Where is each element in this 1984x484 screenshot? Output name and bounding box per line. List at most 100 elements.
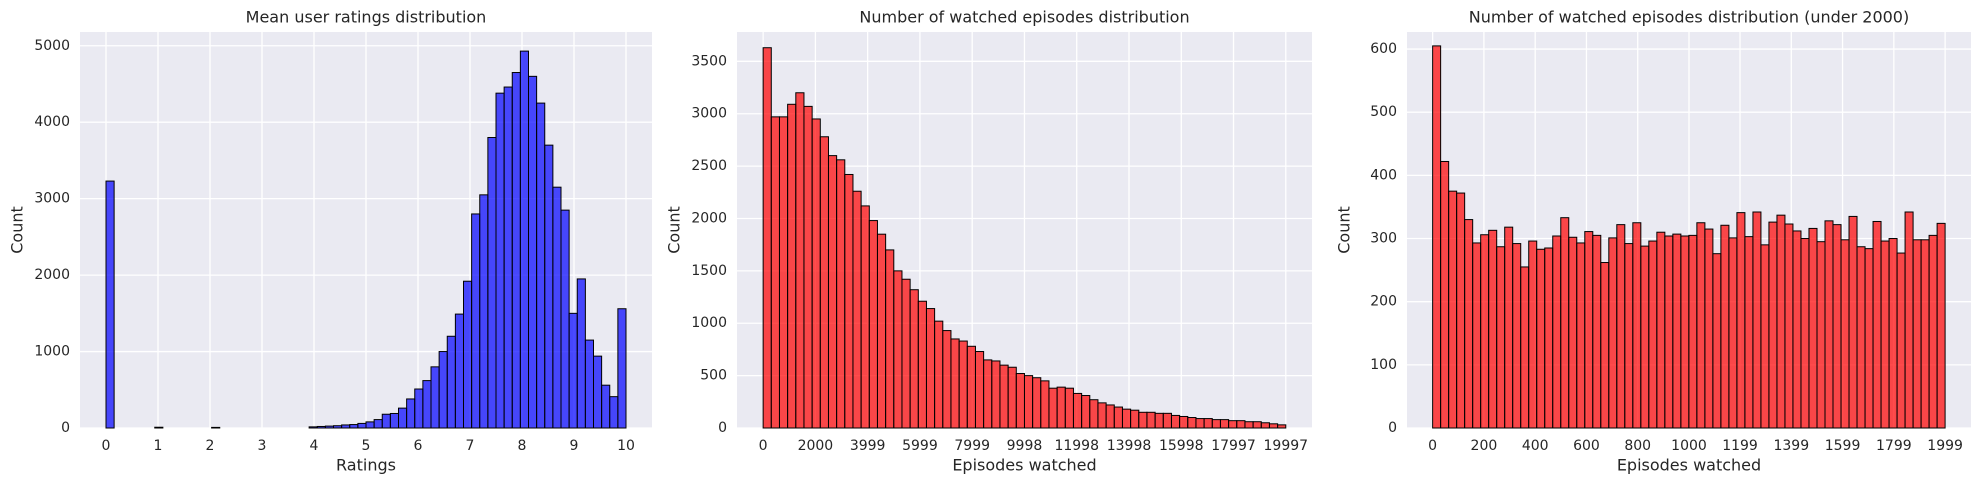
x-tick-label: 9 bbox=[570, 438, 579, 454]
bar bbox=[1480, 234, 1490, 429]
bar bbox=[966, 345, 976, 429]
x-tick-label: 2 bbox=[206, 438, 215, 454]
bar bbox=[1179, 415, 1189, 429]
bar bbox=[1244, 421, 1254, 429]
bar bbox=[1912, 239, 1922, 429]
y-axis-label: Count bbox=[1335, 206, 1354, 254]
bar bbox=[357, 422, 367, 429]
x-tick-label: 1799 bbox=[1876, 438, 1912, 454]
bar bbox=[1872, 220, 1882, 429]
bar bbox=[1195, 418, 1205, 429]
bar bbox=[885, 249, 895, 429]
x-tick-label: 200 bbox=[1471, 438, 1498, 454]
x-tick-label: 4 bbox=[310, 438, 319, 454]
bar bbox=[1896, 252, 1906, 429]
y-tick-label: 400 bbox=[1370, 167, 1397, 183]
bar bbox=[1512, 243, 1522, 429]
x-tick-label: 11998 bbox=[1054, 438, 1099, 454]
bar bbox=[1840, 239, 1850, 429]
bar bbox=[1089, 399, 1099, 429]
x-tick-label: 8 bbox=[518, 438, 527, 454]
bar bbox=[552, 186, 562, 429]
bar bbox=[762, 47, 772, 429]
x-tick-label: 0 bbox=[759, 438, 768, 454]
bar bbox=[454, 313, 464, 429]
bar bbox=[1592, 234, 1602, 429]
bar bbox=[154, 426, 164, 429]
bar bbox=[1154, 412, 1164, 429]
bar bbox=[1228, 420, 1238, 429]
bar bbox=[811, 118, 821, 429]
bar bbox=[795, 92, 805, 429]
panel: 0 100 200 300 400 500 600 0 200 400 600 800 1000 1199… bbox=[1335, 8, 1971, 475]
bar bbox=[852, 190, 862, 429]
bar bbox=[1696, 222, 1706, 429]
bar bbox=[1728, 237, 1738, 429]
bar bbox=[1776, 214, 1786, 429]
x-axis-label: Ratings bbox=[336, 456, 396, 475]
bar bbox=[446, 335, 456, 429]
bar bbox=[1544, 247, 1554, 429]
bar bbox=[430, 366, 440, 429]
chart-title: Number of watched episodes distribution … bbox=[1469, 8, 1909, 27]
bar bbox=[1252, 421, 1262, 429]
y-tick-label: 2500 bbox=[691, 158, 727, 174]
y-tick-label: 0 bbox=[1388, 420, 1397, 436]
bar bbox=[593, 355, 603, 429]
bar bbox=[1040, 380, 1050, 429]
y-tick-label: 500 bbox=[1370, 104, 1397, 120]
bar bbox=[584, 339, 594, 429]
bar bbox=[308, 426, 318, 429]
bar bbox=[1023, 375, 1034, 429]
bar bbox=[1808, 227, 1818, 429]
bar bbox=[1936, 222, 1946, 429]
bar bbox=[341, 424, 351, 429]
bar bbox=[1584, 231, 1594, 429]
bar bbox=[860, 205, 870, 429]
bar bbox=[422, 380, 432, 429]
y-tick-label: 1500 bbox=[691, 263, 727, 279]
y-tick-label: 200 bbox=[1370, 294, 1397, 310]
bar bbox=[1520, 266, 1530, 429]
bar bbox=[1048, 387, 1058, 429]
bar bbox=[1856, 246, 1866, 429]
bar bbox=[1864, 248, 1874, 429]
bar bbox=[349, 424, 359, 429]
bar bbox=[1704, 228, 1714, 429]
bar bbox=[1170, 414, 1181, 429]
bar bbox=[934, 320, 944, 429]
bar bbox=[365, 421, 375, 429]
bar bbox=[1600, 262, 1610, 429]
y-tick-label: 3000 bbox=[34, 191, 70, 207]
bar bbox=[827, 155, 838, 429]
bar bbox=[1632, 222, 1642, 429]
bar bbox=[803, 105, 813, 429]
y-tick-label: 1000 bbox=[34, 344, 70, 360]
bar bbox=[560, 209, 570, 429]
bar bbox=[1236, 420, 1246, 429]
bar bbox=[1146, 411, 1156, 429]
bar bbox=[1504, 226, 1514, 429]
bar bbox=[1113, 406, 1123, 429]
bar bbox=[1268, 423, 1279, 429]
bar bbox=[1576, 242, 1586, 429]
bar bbox=[1138, 411, 1148, 429]
y-axis-label: Count bbox=[8, 206, 27, 254]
bar bbox=[1784, 223, 1794, 429]
bar bbox=[1277, 424, 1287, 429]
bar bbox=[1072, 392, 1083, 429]
bar bbox=[893, 270, 903, 429]
x-tick-label: 15998 bbox=[1159, 438, 1204, 454]
y-tick-label: 2000 bbox=[691, 210, 727, 226]
bar bbox=[1848, 215, 1858, 429]
bar bbox=[868, 220, 878, 429]
bar bbox=[1880, 240, 1890, 429]
bar bbox=[1472, 242, 1482, 429]
bar bbox=[381, 413, 391, 429]
bar bbox=[1744, 236, 1754, 429]
bar bbox=[373, 419, 383, 429]
bar bbox=[1656, 231, 1666, 429]
bar bbox=[389, 412, 399, 429]
x-tick-label: 10 bbox=[617, 438, 635, 454]
x-tick-label: 400 bbox=[1522, 438, 1549, 454]
